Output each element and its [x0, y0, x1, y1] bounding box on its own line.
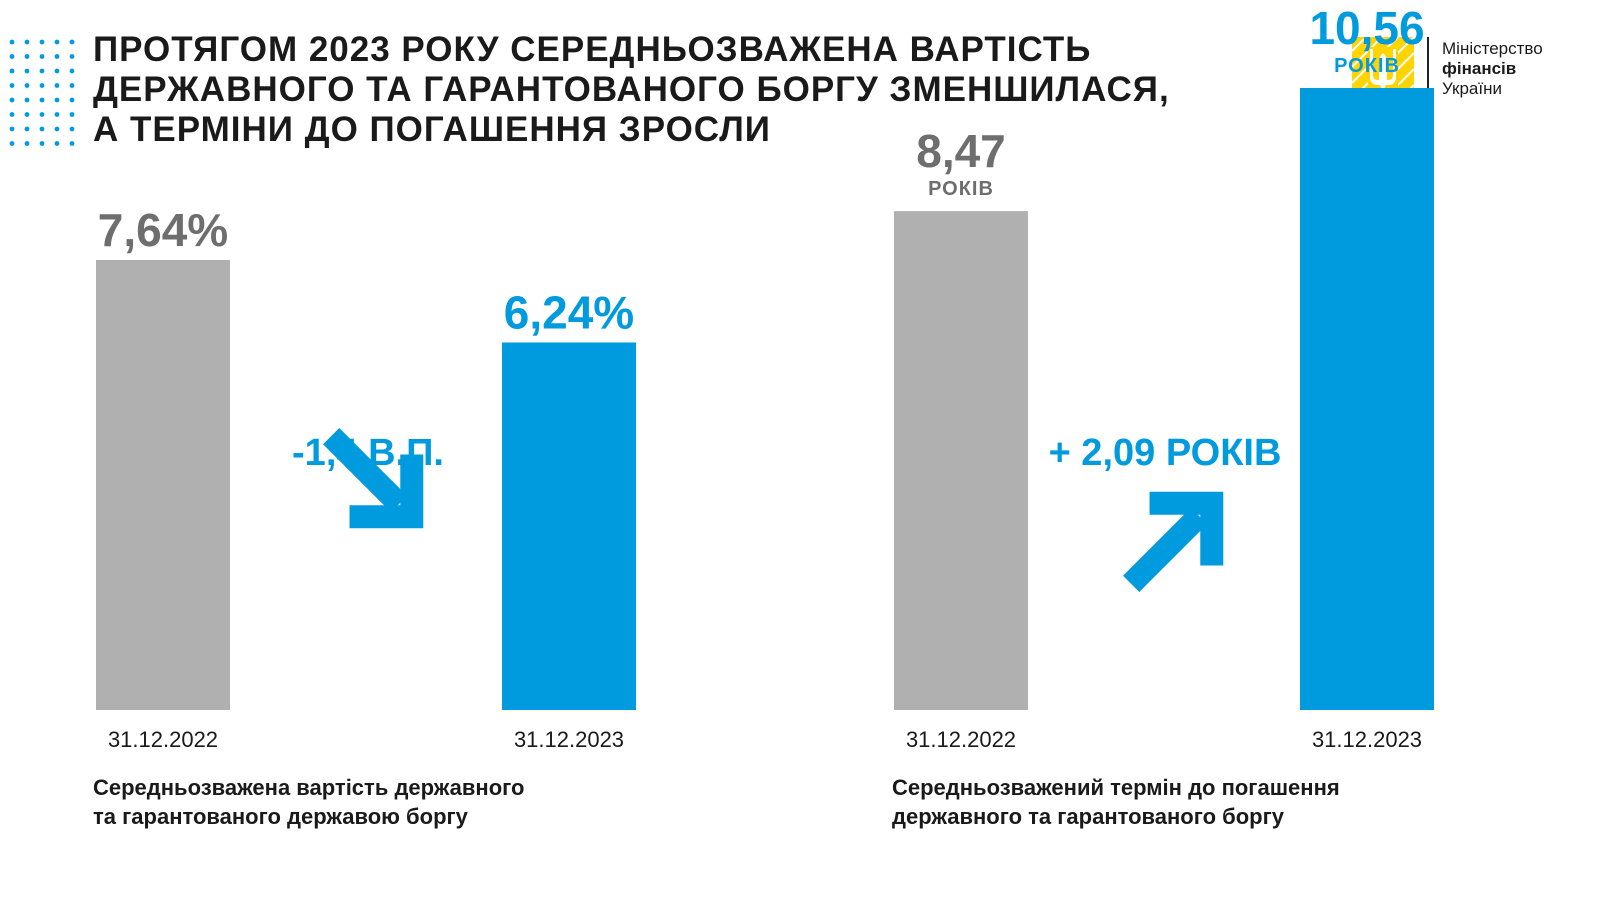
dot-grid-decoration — [9, 39, 75, 146]
ministry-name-line-1: Міністерство — [1442, 39, 1543, 58]
bar-1-2 — [502, 342, 636, 710]
value-label-1-2: 6,24% — [504, 286, 634, 338]
unit-label-2-1: РОКІВ — [928, 178, 994, 200]
ministry-logo: Міністерство фінансів України — [1352, 37, 1592, 107]
caption-right-chart: Середньозважений термін до погашення дер… — [892, 773, 1340, 831]
value-label-2-2: 10,56 — [1309, 2, 1424, 54]
unit-label-2-2: РОКІВ — [1334, 55, 1400, 77]
value-label-2-1: 8,47 — [916, 125, 1006, 177]
logo-divider — [1427, 37, 1429, 101]
value-label-1-1: 7,64% — [98, 204, 228, 256]
caption-left-line-2: та гарантованого державою боргу — [93, 804, 468, 829]
bar-2-1 — [894, 211, 1028, 710]
category-label-2-1: 31.12.2022 — [906, 727, 1016, 752]
page-title: Протягом 2023 року середньозважена варті… — [93, 30, 1243, 150]
ministry-name: Міністерство фінансів України — [1442, 39, 1543, 99]
caption-right-line-1: Середньозважений термін до погашення — [892, 775, 1340, 800]
caption-left-chart: Середньозважена вартість державного та г… — [93, 773, 524, 831]
arrow-up-right-icon — [1123, 491, 1224, 592]
caption-left-line-1: Середньозважена вартість державного — [93, 775, 525, 800]
category-label-1-2: 31.12.2023 — [514, 727, 624, 752]
ministry-name-line-3: України — [1442, 79, 1502, 98]
title-line-2: державного та гарантованого боргу зменши… — [93, 70, 1170, 109]
change-label-2: + 2,09 РОКІВ — [1049, 432, 1282, 474]
title-line-3: а терміни до погашення зросли — [93, 110, 771, 149]
ministry-name-line-2: фінансів — [1442, 59, 1517, 78]
bar-2-2 — [1300, 88, 1434, 711]
bar-1-1 — [96, 260, 230, 710]
category-label-2-2: 31.12.2023 — [1312, 727, 1422, 752]
title-line-1: Протягом 2023 року середньозважена варті… — [93, 30, 1092, 69]
arrow-down-right-icon — [323, 428, 424, 529]
caption-right-line-2: державного та гарантованого боргу — [892, 804, 1285, 829]
category-label-1-1: 31.12.2022 — [108, 727, 218, 752]
